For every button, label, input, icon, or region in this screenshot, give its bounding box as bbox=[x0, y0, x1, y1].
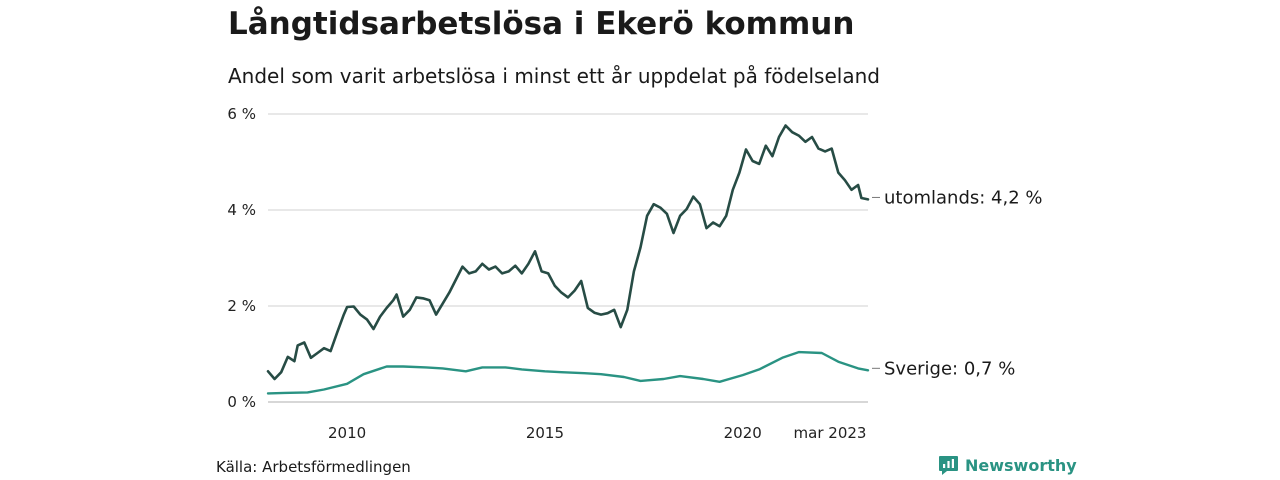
newsworthy-logo-icon bbox=[939, 456, 958, 475]
series-end-label: utomlands: 4,2 % bbox=[884, 187, 1043, 208]
x-tick-label: 2015 bbox=[526, 424, 564, 442]
series-line-sverige bbox=[266, 350, 870, 395]
y-tick-label: 4 % bbox=[227, 201, 256, 219]
y-tick-label: 6 % bbox=[227, 105, 256, 123]
brand: Newsworthy bbox=[938, 455, 1077, 476]
source-note: Källa: Arbetsförmedlingen bbox=[216, 458, 411, 476]
y-tick-label: 2 % bbox=[227, 297, 256, 315]
y-tick-label: 0 % bbox=[227, 393, 256, 411]
x-tick-label: 2020 bbox=[724, 424, 762, 442]
series-line-utomlands bbox=[266, 124, 870, 381]
brand-name: Newsworthy bbox=[965, 456, 1077, 475]
x-tick-label: 2010 bbox=[328, 424, 366, 442]
chart-subtitle: Andel som varit arbetslösa i minst ett å… bbox=[228, 64, 880, 88]
x-tick-label: mar 2023 bbox=[794, 424, 867, 442]
series-end-label: Sverige: 0,7 % bbox=[884, 358, 1015, 379]
chart-title: Långtidsarbetslösa i Ekerö kommun bbox=[228, 6, 855, 42]
